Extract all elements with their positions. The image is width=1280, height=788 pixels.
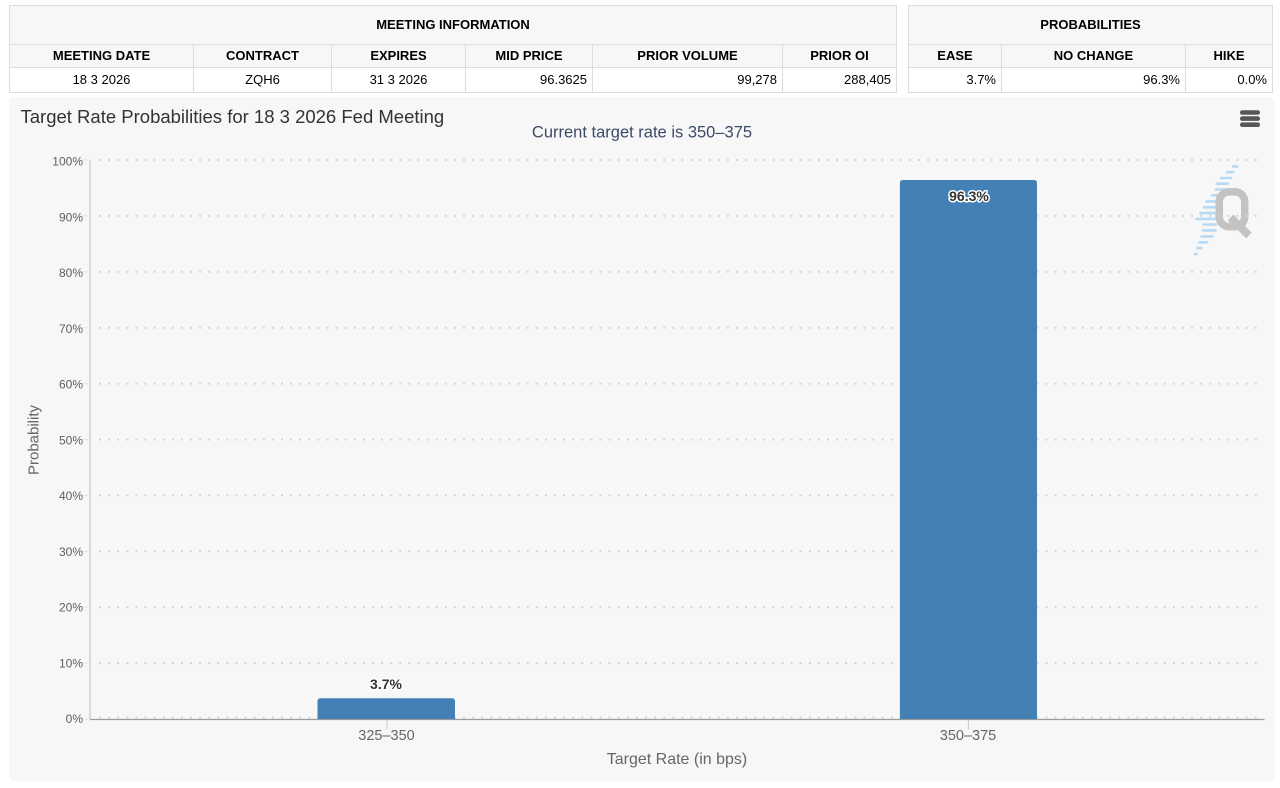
svg-text:325–350: 325–350 bbox=[358, 728, 414, 744]
svg-text:20%: 20% bbox=[59, 601, 83, 615]
svg-text:Target Rate (in bps): Target Rate (in bps) bbox=[607, 751, 748, 768]
svg-text:60%: 60% bbox=[59, 378, 83, 392]
svg-text:96.3%: 96.3% bbox=[949, 188, 989, 204]
svg-text:Probability: Probability bbox=[26, 404, 43, 475]
svg-text:100%: 100% bbox=[52, 155, 83, 169]
svg-text:0%: 0% bbox=[66, 712, 84, 726]
svg-text:90%: 90% bbox=[59, 210, 83, 224]
svg-text:70%: 70% bbox=[59, 322, 83, 336]
svg-text:Target Rate Probabilities for: Target Rate Probabilities for 18 3 2026 … bbox=[21, 106, 445, 127]
svg-text:Current target rate is 350–375: Current target rate is 350–375 bbox=[532, 124, 752, 142]
svg-text:350–375: 350–375 bbox=[940, 728, 996, 744]
svg-text:10%: 10% bbox=[59, 656, 83, 670]
svg-text:50%: 50% bbox=[59, 433, 83, 447]
svg-text:3.7%: 3.7% bbox=[370, 676, 402, 692]
svg-text:80%: 80% bbox=[59, 266, 83, 280]
svg-text:40%: 40% bbox=[59, 489, 83, 503]
svg-text:30%: 30% bbox=[59, 545, 83, 559]
